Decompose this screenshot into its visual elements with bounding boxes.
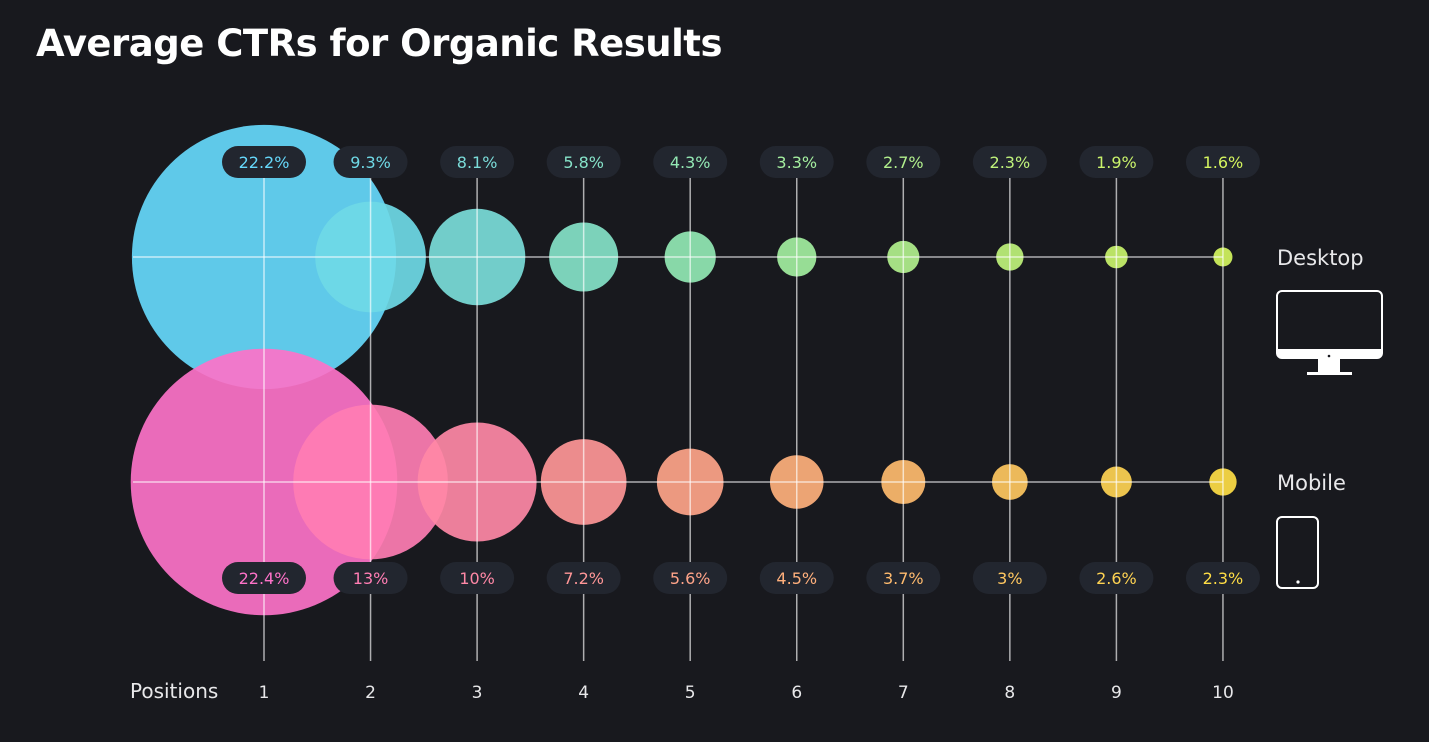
- x-tick-label: 10: [1212, 683, 1234, 703]
- monitor-stand: [1318, 358, 1340, 373]
- x-tick-label: 7: [898, 683, 909, 703]
- x-tick-label: 2: [365, 683, 376, 703]
- data-label-mobile-9: 2.6%: [1096, 569, 1137, 588]
- x-axis-label: Positions: [130, 679, 219, 703]
- data-label-pill: [972, 146, 1047, 178]
- legend-mobile-label: Mobile: [1277, 471, 1346, 495]
- data-label-mobile-1: 22.4%: [239, 569, 290, 588]
- data-label-pill: [759, 562, 834, 594]
- data-label-pill: [333, 146, 408, 178]
- data-label-mobile-10: 2.3%: [1203, 569, 1244, 588]
- x-tick-label: 1: [259, 683, 270, 703]
- data-label-pill: [1185, 562, 1260, 594]
- x-tick-label: 6: [791, 683, 802, 703]
- data-label-desktop-10: 1.6%: [1203, 153, 1244, 172]
- data-label-pill: [440, 146, 515, 178]
- data-label-pill: [222, 146, 306, 178]
- data-label-desktop-9: 1.9%: [1096, 153, 1137, 172]
- data-label-pill: [546, 562, 621, 594]
- legend-desktop-label: Desktop: [1277, 246, 1364, 270]
- data-label-desktop-7: 2.7%: [883, 153, 924, 172]
- data-label-desktop-1: 22.2%: [239, 153, 290, 172]
- data-label-pill: [440, 562, 515, 594]
- phone-body: [1276, 516, 1319, 589]
- desktop-monitor-icon: [1276, 290, 1383, 375]
- data-label-pill: [1185, 146, 1260, 178]
- data-label-mobile-3: 10%: [459, 569, 495, 588]
- data-label-desktop-5: 4.3%: [670, 153, 711, 172]
- data-label-pill: [1079, 562, 1154, 594]
- x-tick-label: 8: [1004, 683, 1015, 703]
- data-label-pill: [546, 146, 621, 178]
- data-labels: 1 2 3 4 5 6 7 8 9 10 22.2% 9.3% 8.1% 5.8% 4.3% 3.3% 2.7%…: [222, 146, 1260, 703]
- data-label-pill: [222, 562, 306, 594]
- data-label-pill: [866, 562, 941, 594]
- x-tick-label: 4: [578, 683, 589, 703]
- phone-button: [1296, 580, 1300, 584]
- monitor-screen: [1276, 290, 1383, 359]
- data-label-pill: [333, 562, 408, 594]
- data-label-desktop-6: 3.3%: [776, 153, 817, 172]
- data-label-mobile-5: 5.6%: [670, 569, 711, 588]
- data-label-desktop-8: 2.3%: [990, 153, 1031, 172]
- data-label-mobile-4: 7.2%: [563, 569, 604, 588]
- x-tick-label: 5: [685, 683, 696, 703]
- data-label-desktop-4: 5.8%: [563, 153, 604, 172]
- data-label-pill: [1079, 146, 1154, 178]
- data-label-pill: [653, 562, 728, 594]
- data-label-pill: [759, 146, 834, 178]
- data-label-desktop-2: 9.3%: [350, 153, 391, 172]
- data-label-mobile-8: 3%: [997, 569, 1022, 588]
- data-label-mobile-7: 3.7%: [883, 569, 924, 588]
- data-label-pill: [972, 562, 1047, 594]
- bubbles: [130, 124, 1237, 616]
- chart-title: Average CTRs for Organic Results: [36, 22, 722, 65]
- data-label-pill: [866, 146, 941, 178]
- monitor-dot: [1327, 354, 1331, 358]
- data-label-desktop-3: 8.1%: [457, 153, 498, 172]
- monitor-base: [1307, 372, 1352, 375]
- x-tick-label: 9: [1111, 683, 1122, 703]
- x-tick-label: 3: [472, 683, 483, 703]
- data-label-mobile-2: 13%: [353, 569, 389, 588]
- data-label-pill: [653, 146, 728, 178]
- mobile-phone-icon: [1276, 516, 1319, 589]
- monitor-bezel: [1277, 349, 1382, 358]
- data-label-mobile-6: 4.5%: [776, 569, 817, 588]
